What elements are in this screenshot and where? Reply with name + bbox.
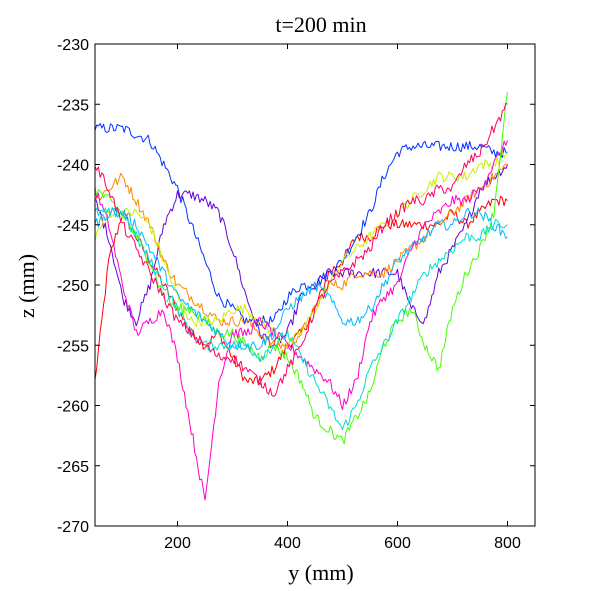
y-tick-label: -255 <box>57 338 89 355</box>
y-tick-label: -270 <box>57 519 89 536</box>
x-axis-label: y (mm) <box>288 560 353 585</box>
series-line-3 <box>94 164 508 349</box>
series-line-2 <box>94 123 508 327</box>
y-tick-label: -235 <box>57 97 89 114</box>
x-tick-label: 600 <box>384 535 411 552</box>
series-line-4 <box>94 163 508 350</box>
series-line-8 <box>94 207 508 430</box>
series-line-10 <box>94 102 508 397</box>
tick-layer: 200 400 600 800 -230 -235 -240 -245 -250 -255 -260… <box>57 37 535 552</box>
series-line-1 <box>94 195 508 386</box>
x-tick-label: 200 <box>164 535 191 552</box>
y-axis-label: z (mm) <box>14 254 39 318</box>
y-tick-label: -245 <box>57 218 89 235</box>
y-tick-label: -240 <box>57 158 89 175</box>
y-tick-label: -265 <box>57 459 89 476</box>
y-tick-label: -230 <box>57 37 89 54</box>
y-tick-label: -260 <box>57 399 89 416</box>
series-line-5 <box>94 151 508 348</box>
series-line-7 <box>94 92 508 445</box>
x-tick-label: 400 <box>274 535 301 552</box>
y-tick-label: -250 <box>57 278 89 295</box>
series-line-9 <box>94 207 508 351</box>
series-layer <box>94 92 508 501</box>
chart-title: t=200 min <box>275 12 366 37</box>
x-tick-label: 800 <box>494 535 521 552</box>
